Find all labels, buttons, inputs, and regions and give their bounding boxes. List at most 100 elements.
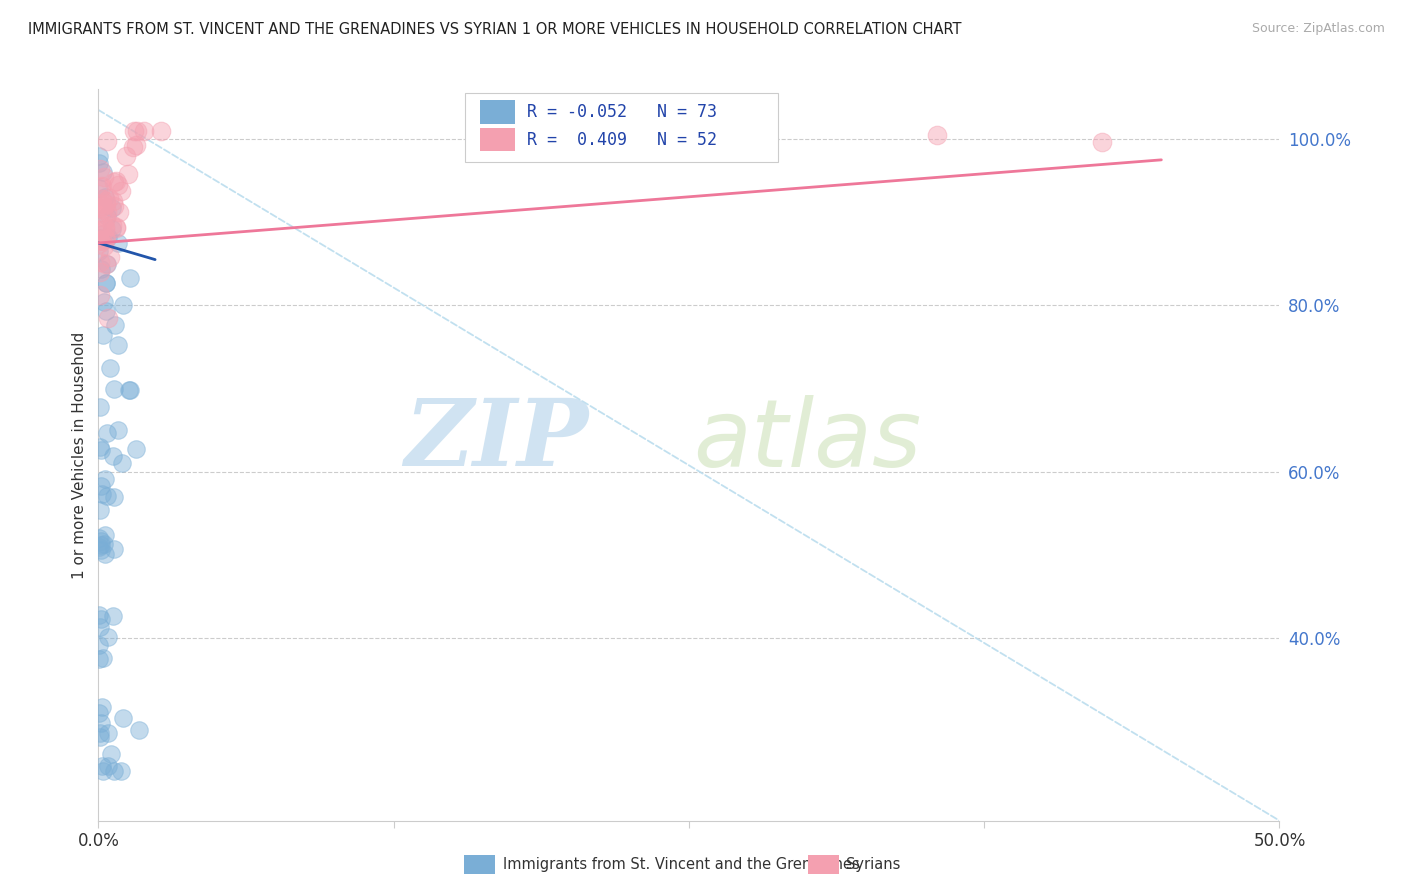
Point <box>89 222 111 236</box>
Point <box>93 547 115 561</box>
Point <box>118 271 141 285</box>
Point <box>91 650 114 665</box>
Text: IMMIGRANTS FROM ST. VINCENT AND THE GRENADINES VS SYRIAN 1 OR MORE VEHICLES IN H: IMMIGRANTS FROM ST. VINCENT AND THE GREN… <box>28 22 962 37</box>
Point <box>89 440 111 454</box>
Point <box>127 124 149 138</box>
Point <box>89 180 111 194</box>
Point <box>89 244 111 258</box>
Point <box>90 715 112 730</box>
Point <box>103 175 125 189</box>
Point <box>89 234 111 248</box>
Point <box>91 199 114 213</box>
Text: Immigrants from St. Vincent and the Grenadines: Immigrants from St. Vincent and the Gren… <box>503 857 860 871</box>
Point <box>96 205 118 219</box>
Point <box>91 759 114 773</box>
Text: atlas: atlas <box>693 395 921 486</box>
Point <box>97 230 120 244</box>
Point <box>93 238 115 252</box>
Point <box>94 211 117 225</box>
Point <box>114 149 136 163</box>
Point <box>104 174 127 188</box>
Point <box>117 167 139 181</box>
Point <box>89 231 111 245</box>
Point <box>91 202 114 217</box>
Point <box>90 611 112 625</box>
Point <box>89 726 111 740</box>
Point <box>90 479 112 493</box>
FancyBboxPatch shape <box>464 93 778 162</box>
Point <box>94 257 117 271</box>
Point <box>121 140 143 154</box>
Point <box>89 652 111 666</box>
Point <box>89 156 111 170</box>
Point <box>96 134 118 148</box>
Point <box>925 128 948 142</box>
Point <box>103 449 125 463</box>
Point <box>104 318 127 332</box>
Point <box>101 194 124 208</box>
Point <box>96 194 118 208</box>
Point <box>91 165 114 179</box>
Point <box>91 192 114 206</box>
Point <box>93 220 115 235</box>
Point <box>122 124 145 138</box>
Point <box>90 542 112 557</box>
Point <box>125 442 148 456</box>
Point <box>107 178 129 192</box>
Text: Syrians: Syrians <box>846 857 901 871</box>
Point <box>103 382 125 396</box>
Point <box>103 490 125 504</box>
Text: R = -0.052   N = 73: R = -0.052 N = 73 <box>527 103 717 121</box>
Point <box>120 383 142 397</box>
Point <box>110 764 132 778</box>
Point <box>89 233 111 247</box>
Point <box>101 201 124 215</box>
Point <box>89 607 111 622</box>
Point <box>90 538 112 552</box>
Point <box>111 456 134 470</box>
Point <box>112 711 135 725</box>
Point <box>128 723 150 738</box>
Point <box>94 303 117 318</box>
Point <box>96 426 118 441</box>
Point <box>90 534 112 549</box>
Point <box>89 161 111 176</box>
Point <box>89 236 111 251</box>
FancyBboxPatch shape <box>479 100 516 124</box>
Point <box>111 298 134 312</box>
Point <box>89 288 111 302</box>
Point <box>104 220 127 235</box>
Point <box>97 310 120 325</box>
FancyBboxPatch shape <box>479 128 516 152</box>
Point <box>97 759 120 773</box>
Point <box>89 638 111 652</box>
Point <box>89 620 111 634</box>
Text: ZIP: ZIP <box>405 395 589 485</box>
Point <box>96 277 118 291</box>
Point <box>94 277 117 291</box>
Point <box>94 232 117 246</box>
Point <box>98 361 121 376</box>
Point <box>89 706 111 720</box>
Point <box>94 231 117 245</box>
Point <box>91 179 114 194</box>
Point <box>90 227 112 241</box>
Point <box>107 338 129 352</box>
Point <box>94 196 117 211</box>
Point <box>90 443 112 458</box>
Point <box>98 191 121 205</box>
Y-axis label: 1 or more Vehicles in Household: 1 or more Vehicles in Household <box>72 331 87 579</box>
Point <box>89 531 111 545</box>
Point <box>103 541 125 556</box>
Point <box>89 149 111 163</box>
Point <box>100 219 122 233</box>
Point <box>101 222 124 236</box>
Point <box>1091 135 1114 149</box>
Point <box>90 262 112 277</box>
Point <box>100 747 122 762</box>
Point <box>103 764 125 778</box>
Point <box>93 537 115 551</box>
Point <box>89 503 111 517</box>
Point <box>89 254 111 268</box>
Point <box>93 295 115 310</box>
